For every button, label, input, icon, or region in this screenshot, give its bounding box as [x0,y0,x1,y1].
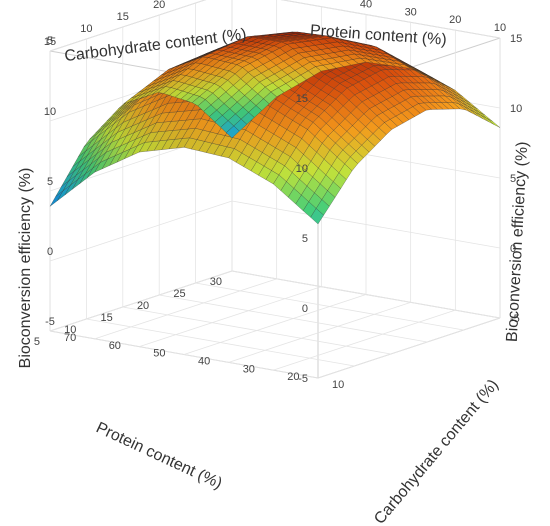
floor-gridline [139,286,322,348]
z-tick-label-left: 5 [302,233,308,245]
z-tick-label-left: 0 [302,303,308,315]
carbohydrate-tick-bottom: 50 [153,348,165,360]
z-tick-label-right-inner: 15 [44,36,56,48]
z-tick-label-right: 15 [510,33,522,45]
carbohydrate-tick-bottom: 60 [109,340,121,352]
z-tick-label-right-inner: -5 [45,316,55,328]
floor-gridline [195,282,464,331]
z-tick-label-right: 0 [510,243,516,255]
carbohydrate-tick-bottom: 70 [64,332,76,344]
protein-tick-bottom: 25 [173,288,185,300]
floor-gridline [122,306,391,355]
protein-tick-bottom: 30 [210,276,222,288]
surface-facet [486,118,501,128]
bottom-carbohydrate-axis-label: Carbohydrate content (%) [371,376,502,526]
z-tick-label-right: 10 [510,103,522,115]
protein-tick-top: 5 [47,35,53,47]
z-tick-label-right: -5 [510,313,520,325]
carbohydrate-tick-top: 10 [494,22,506,34]
floor-gridline [49,330,319,379]
z-tick-label-right-inner: 0 [47,246,53,258]
bottom-protein-axis-label: Protein content (%) [93,419,224,492]
z-tick-label-right-inner: 10 [44,106,56,118]
z-tick-label-right: 5 [510,173,516,185]
tick-labels: -5-5005510101515-50510151020304050607051… [34,0,522,391]
floor-gridline [183,294,367,355]
surface-facet [481,115,495,125]
carbohydrate-tick-bottom: 20 [287,371,299,383]
protein-tick-top: 15 [117,11,129,23]
z-tick-label-left: -5 [298,373,308,385]
floor-gridline [94,278,277,340]
protein-tick-bottom: 5 [34,336,40,348]
floor-gridline [231,270,501,319]
response-surface [49,31,501,225]
z-gridline [49,200,233,262]
protein-tick-bottom: 20 [137,300,149,312]
z-gridline [49,0,206,52]
protein-tick-bottom: 15 [101,312,113,324]
z-tick-label-left: 15 [296,93,308,105]
floor-gridline [86,318,355,367]
carbohydrate-tick-top: 50 [315,0,327,3]
right-efficiency-axis-label: Bioconversion efficiency (%) [504,141,531,342]
floor-gridline [317,317,501,379]
protein-tick-top: 10 [80,23,92,35]
carbohydrate-tick-bottom: 30 [243,363,255,375]
floor-gridline [49,270,233,332]
carbohydrate-tick-top: 20 [449,14,461,26]
carbohydrate-tick-bottom: 40 [198,356,210,368]
floor-gridline [228,301,411,363]
carbohydrate-tick-bottom: 10 [332,379,344,391]
z-tick-label-right-inner: 5 [47,176,53,188]
floor-gridline [273,309,456,371]
surface-facet [49,190,64,207]
carbohydrate-tick-top: 40 [360,0,372,11]
left-efficiency-axis-label: Bioconversion efficiency (%) [17,168,34,369]
protein-tick-bottom: 10 [64,324,76,336]
carbohydrate-tick-top: 30 [405,6,417,18]
protein-tick-top: 20 [153,0,165,11]
floor-gridline [159,294,428,343]
z-tick-label-left: 10 [296,163,308,175]
